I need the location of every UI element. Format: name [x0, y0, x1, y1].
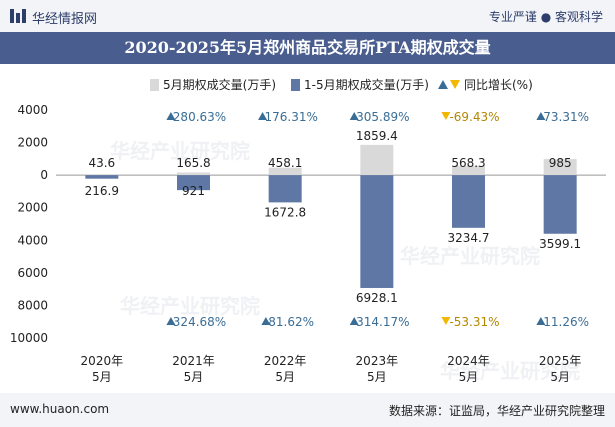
bar-ytd [360, 175, 394, 288]
x-tick-label: 2020年 [81, 354, 124, 368]
growth-up-arrow-icon [536, 317, 546, 325]
growth-ytd-value: -53.31% [449, 315, 499, 329]
growth-arrows-icon [438, 80, 460, 89]
bar-may [268, 167, 302, 176]
x-tick-label: 2022年 [264, 354, 307, 368]
legend-label-growth: 同比增长(%) [464, 78, 533, 92]
growth-ytd-value: 324.68% [173, 315, 226, 329]
legend-swatch-may [150, 78, 159, 91]
bar-ytd [85, 175, 119, 179]
bar-may [543, 159, 577, 176]
growth-may-value: 73.31% [543, 110, 589, 124]
data-label-ytd: 921 [182, 184, 205, 198]
growth-ytd-value: 314.17% [356, 315, 409, 329]
data-label-may: 165.8 [176, 156, 210, 170]
growth-down-arrow-icon [441, 317, 451, 325]
data-label-ytd: 216.9 [85, 184, 119, 198]
legend-swatch-ytd [291, 78, 300, 91]
growth-up-arrow-icon [166, 112, 176, 120]
bar-may [85, 174, 119, 176]
brand-name: 华经情报网 [32, 12, 98, 27]
y-tick-label: 2000 [17, 136, 48, 150]
legend-label-ytd: 1-5月期权成交量(万手) [304, 78, 429, 92]
legend-label-may: 5月期权成交量(万手) [163, 78, 276, 92]
bar-may [360, 144, 394, 176]
growth-may-value: 176.31% [264, 110, 317, 124]
growth-may-value: 280.63% [173, 110, 226, 124]
data-label-may: 43.6 [88, 156, 115, 170]
legend-item-may: 5月期权成交量(万手) [150, 76, 276, 93]
growth-ytd-value: 81.62% [268, 315, 314, 329]
x-tick-label: 5月 [275, 370, 295, 384]
data-label-may: 985 [549, 156, 572, 170]
chart-plot: 4000 2000 0 2000 4000 6000 8000 10000 43.6 216.9 2… [10, 103, 606, 384]
data-label-ytd: 6928.1 [356, 291, 398, 305]
bar-may [177, 172, 210, 176]
bar-may [452, 165, 485, 176]
legend-item-growth: 同比增长(%) [438, 76, 533, 93]
x-tick-label: 2023年 [356, 354, 399, 368]
x-tick-label: 5月 [92, 370, 112, 384]
y-tick-label: 6000 [17, 266, 48, 280]
data-label-may: 1859.4 [356, 129, 398, 143]
growth-up-arrow-icon [166, 317, 176, 325]
growth-down-arrow-icon [441, 112, 451, 120]
bar-ytd [543, 175, 577, 234]
growth-ytd-value: 11.26% [543, 315, 589, 329]
y-tick-label: 8000 [17, 298, 48, 312]
footer-source: 数据来源：证监局，华经产业研究院整理 [388, 404, 605, 418]
growth-up-arrow-icon [536, 112, 546, 120]
footer-website: www.huaon.com [10, 402, 110, 416]
x-tick-label: 2024年 [447, 354, 490, 368]
growth-up-arrow-icon [349, 317, 359, 325]
y-tick-label: 4000 [17, 103, 48, 117]
x-tick-label: 2025年 [539, 354, 582, 368]
x-tick-label: 5月 [184, 370, 204, 384]
chart-title: 2020-2025年5月郑州商品交易所PTA期权成交量 [124, 38, 491, 57]
data-label-ytd: 3599.1 [539, 237, 581, 251]
x-tick-label: 2021年 [172, 354, 215, 368]
growth-may-value: 305.89% [356, 110, 409, 124]
x-tick-label: 5月 [367, 370, 387, 384]
y-tick-label: 10000 [10, 331, 48, 345]
data-label-may: 568.3 [451, 156, 485, 170]
slogan: 专业严谨 ● 客观科学 [488, 10, 603, 24]
bar-ytd [177, 175, 210, 191]
growth-up-arrow-icon [261, 317, 271, 325]
growth-up-arrow-icon [258, 112, 268, 120]
bar-ytd [268, 175, 302, 203]
data-label-may: 458.1 [268, 156, 302, 170]
title-band: 2020-2025年5月郑州商品交易所PTA期权成交量 [0, 32, 615, 64]
growth-up-arrow-icon [349, 112, 359, 120]
data-label-ytd: 1672.8 [264, 205, 306, 219]
top-bar: 华经情报网 专业严谨 ● 客观科学 [0, 0, 615, 32]
y-tick-label: 2000 [17, 201, 48, 215]
x-tick-label: 5月 [550, 370, 570, 384]
logo-icon [10, 9, 26, 23]
y-tick-label: 4000 [17, 233, 48, 247]
x-tick-label: 5月 [459, 370, 479, 384]
bar-ytd [452, 175, 485, 228]
data-label-ytd: 3234.7 [448, 231, 490, 245]
y-tick-label: 0 [40, 168, 48, 182]
legend-item-ytd: 1-5月期权成交量(万手) [291, 76, 429, 93]
legend: 5月期权成交量(万手) 1-5月期权成交量(万手) 同比增长(%) [0, 72, 615, 94]
growth-may-value: -69.43% [449, 110, 499, 124]
footer: www.huaon.com 数据来源：证监局，华经产业研究院整理 [0, 393, 615, 427]
